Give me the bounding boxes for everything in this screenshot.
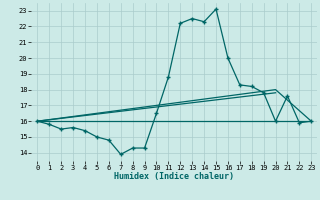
X-axis label: Humidex (Indice chaleur): Humidex (Indice chaleur): [114, 172, 234, 181]
